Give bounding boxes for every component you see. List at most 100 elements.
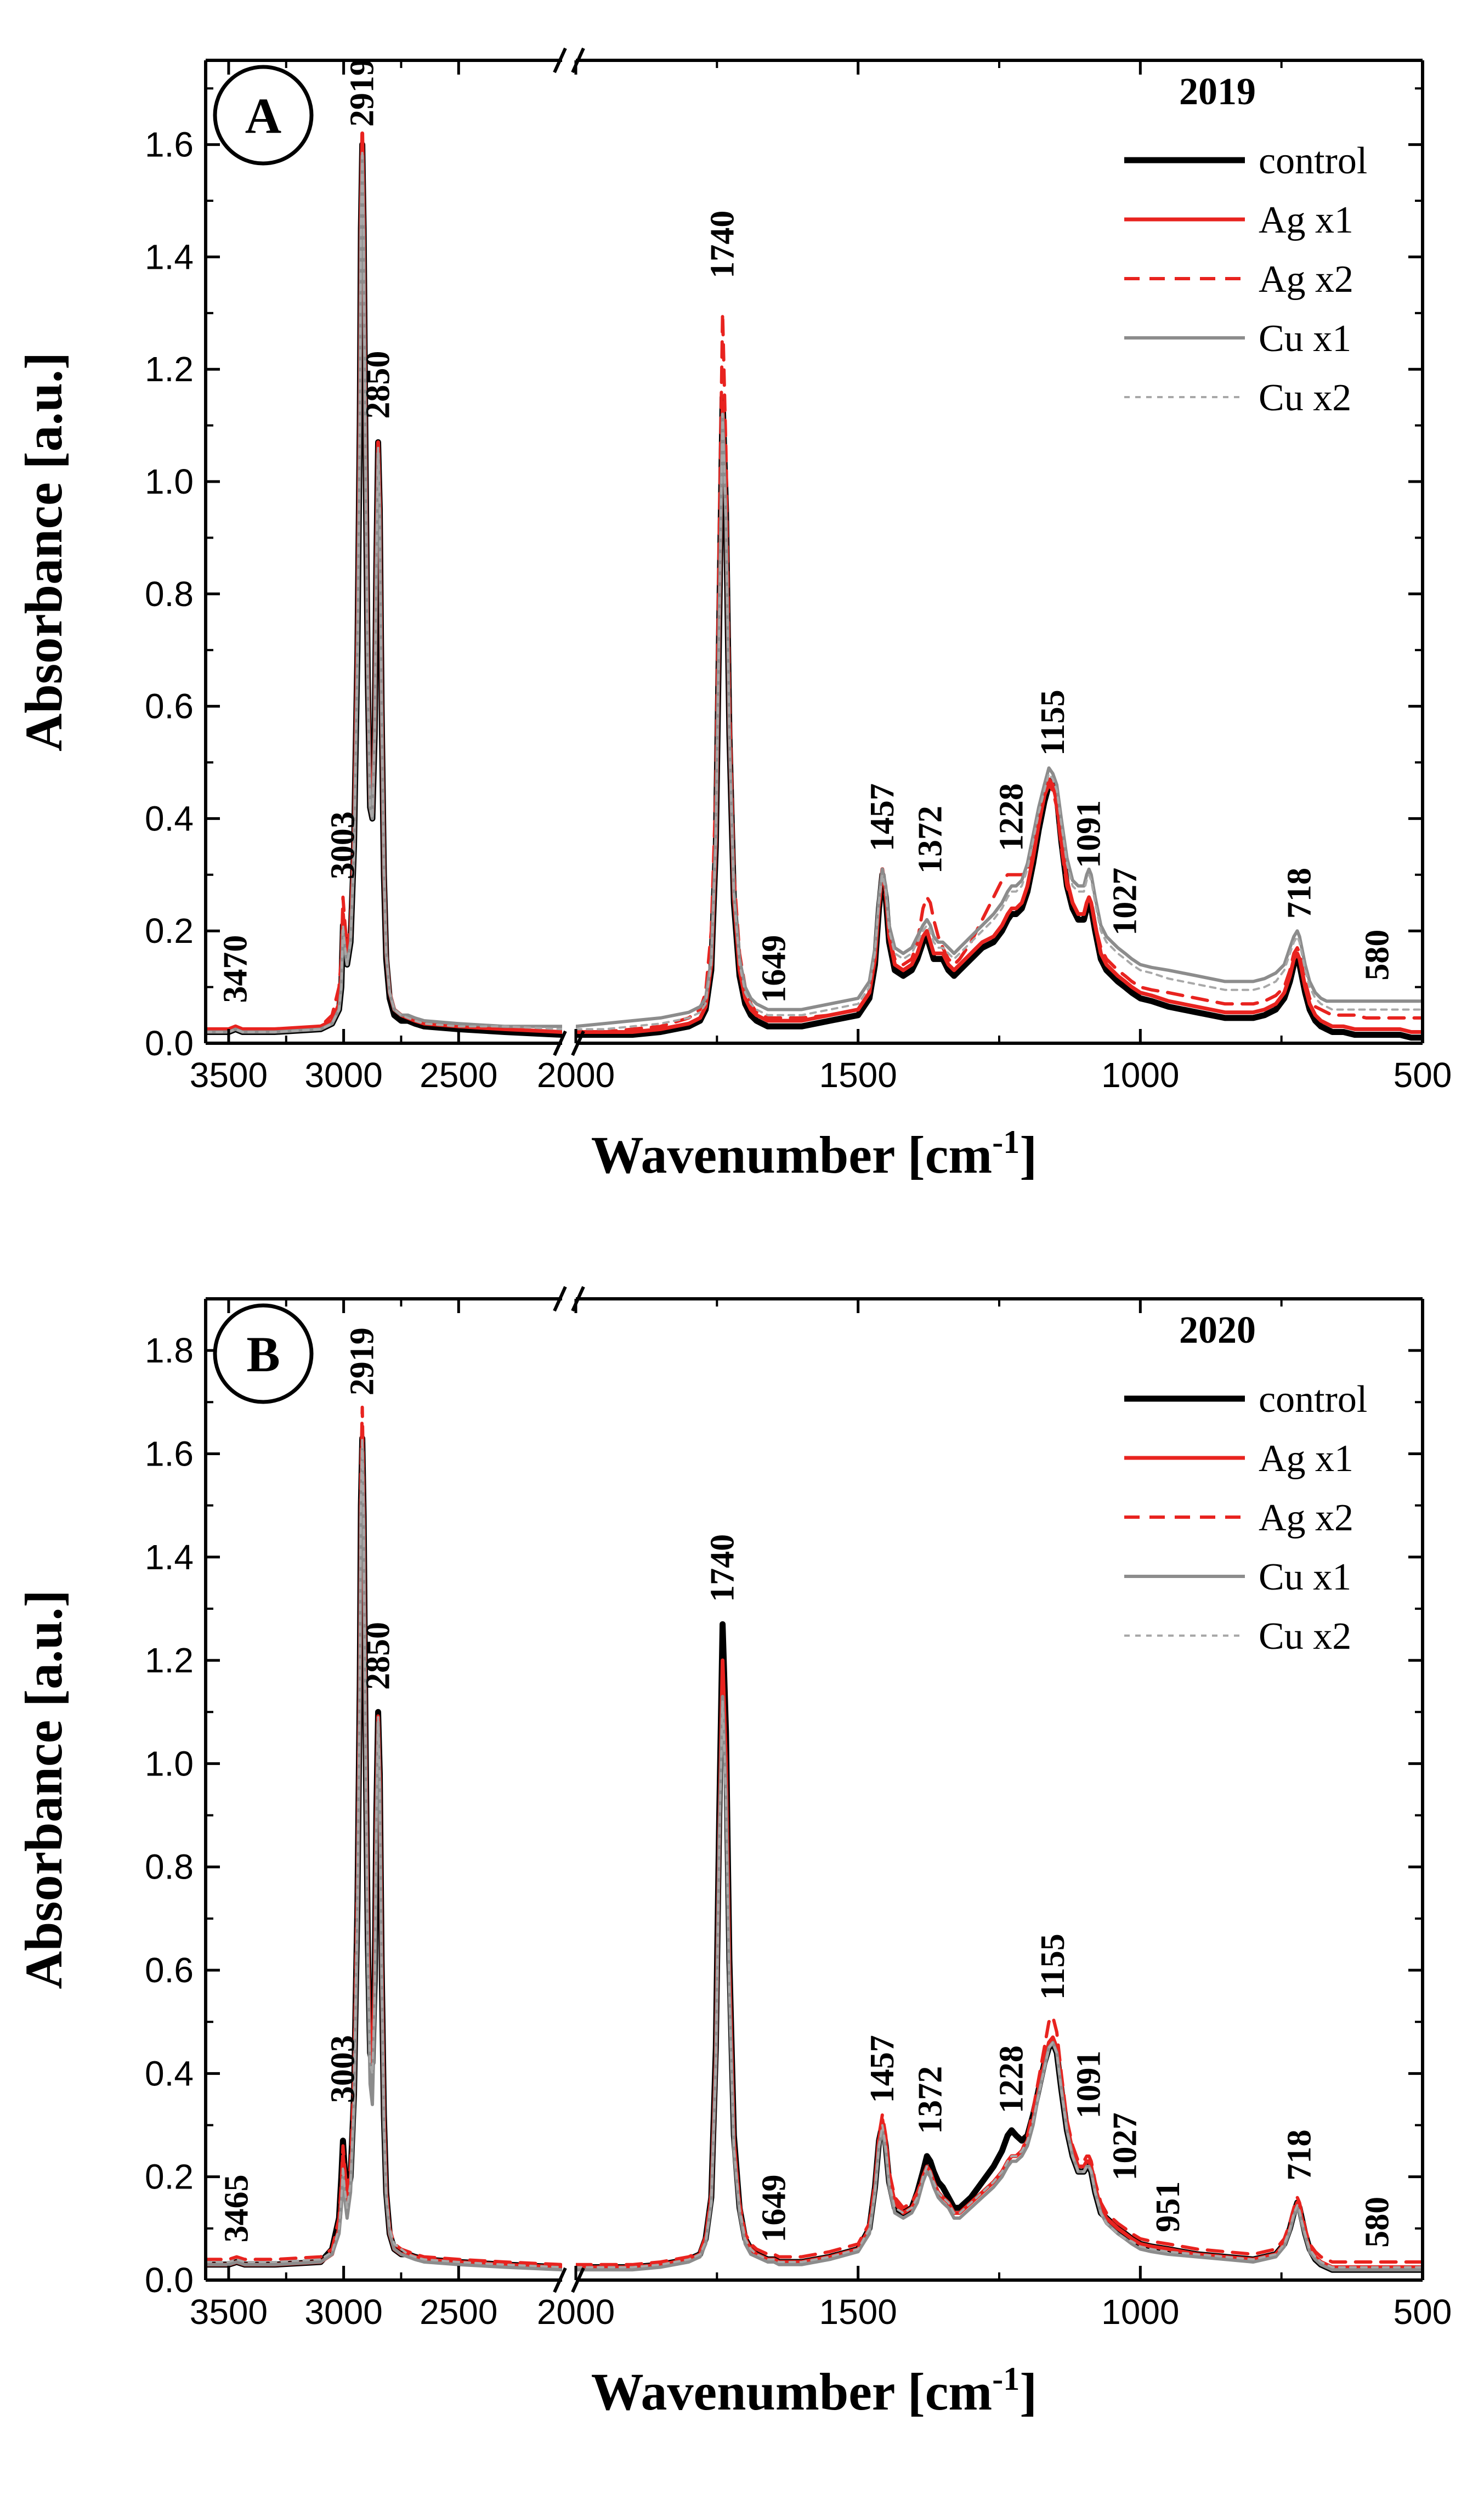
peak-label-1372: 1372 xyxy=(911,806,949,874)
series-line-cu-x2-left xyxy=(206,149,562,1033)
y-tick-label: 0.2 xyxy=(145,2157,194,2197)
chart-panel-A: 0.0 0.2 0.4 0.6 0.8 1.0 1.2 1.4 1.6 3500 3000 2500 2… xyxy=(14,47,1452,1184)
legend-label: control xyxy=(1259,1378,1367,1421)
peak-label-951: 951 xyxy=(1149,2181,1187,2232)
series-line-cu-x1-right xyxy=(576,412,1423,1028)
x-axis-title-main: Wavenumber [cm xyxy=(591,2362,992,2421)
legend-label: Ag x2 xyxy=(1259,258,1353,301)
x-tick-label: 2500 xyxy=(420,1055,497,1095)
peak-label-1649: 1649 xyxy=(755,2175,792,2243)
y-tick-label: 0.4 xyxy=(145,2054,194,2093)
x-axis-title-superscript: -1 xyxy=(992,1124,1019,1160)
legend-label: Ag x1 xyxy=(1259,199,1353,241)
x-axis-title-end: ] xyxy=(1019,1126,1037,1184)
axis-break-gap xyxy=(563,2274,575,2287)
axis-break-gap xyxy=(563,1037,575,1050)
y-tick-label: 1.2 xyxy=(145,1641,194,1680)
axis-break-mark xyxy=(553,1030,567,1056)
peak-label-1027: 1027 xyxy=(1107,2113,1144,2181)
y-tick-label: 0.0 xyxy=(145,2260,194,2300)
y-axis-title: Absorbance [a.u.] xyxy=(14,1590,73,1989)
peak-label-1457: 1457 xyxy=(864,783,901,851)
x-tick-label: 3000 xyxy=(304,2292,382,2332)
peak-label-580: 580 xyxy=(1359,930,1396,981)
axis-break-gap xyxy=(563,1292,575,1305)
x-tick-label: 1500 xyxy=(819,2292,897,2332)
panel-letter-circle xyxy=(213,65,314,166)
x-axis-title: Wavenumber [cm-1] xyxy=(591,2361,1037,2421)
x-tick-label: 1000 xyxy=(1101,2292,1179,2332)
series-line-cu-x1-right xyxy=(576,1695,1423,2272)
x-tick-label: 3000 xyxy=(304,1055,382,1095)
peak-label-1228: 1228 xyxy=(993,783,1030,851)
peak-label-1091: 1091 xyxy=(1070,800,1108,868)
series-line-cu-x2-left xyxy=(206,1437,562,2269)
panel-letter: A xyxy=(245,88,281,144)
peak-label-1155: 1155 xyxy=(1034,689,1072,756)
peak-label-580: 580 xyxy=(1359,2197,1396,2248)
panel-letter: B xyxy=(246,1326,280,1382)
y-tick-label: 1.8 xyxy=(145,1331,194,1370)
peak-label-1091: 1091 xyxy=(1070,2051,1108,2119)
y-tick-label: 0.2 xyxy=(145,911,194,951)
x-tick-label: 3500 xyxy=(190,2292,268,2332)
series-line-cu-x2-right xyxy=(576,1700,1423,2269)
y-tick-label: 1.2 xyxy=(145,349,194,389)
peak-label-3470: 3470 xyxy=(217,935,254,1003)
peak-label-1372: 1372 xyxy=(911,2066,949,2134)
x-tick-label: 1500 xyxy=(819,1055,897,1095)
peak-label-3003: 3003 xyxy=(324,2035,361,2103)
legend-label: Cu x2 xyxy=(1259,1615,1351,1658)
y-tick-label: 1.0 xyxy=(145,1744,194,1783)
peak-label-1027: 1027 xyxy=(1107,868,1144,936)
x-axis-title-main: Wavenumber [cm xyxy=(591,1126,992,1184)
peak-label-1228: 1228 xyxy=(993,2045,1030,2113)
y-tick-label: 0.8 xyxy=(145,574,194,614)
x-tick-label: 2000 xyxy=(537,2292,615,2332)
peak-label-2850: 2850 xyxy=(360,351,397,419)
axis-break-gap xyxy=(563,54,575,67)
legend-label: Cu x1 xyxy=(1259,1556,1351,1598)
y-tick-label: 0.4 xyxy=(145,799,194,838)
axis-break-mark xyxy=(553,47,567,73)
x-tick-label: 3500 xyxy=(190,1055,268,1095)
x-tick-label: 500 xyxy=(1394,2292,1452,2332)
axis-break-mark xyxy=(553,1286,567,1312)
legend-label: Ag x2 xyxy=(1259,1497,1353,1539)
x-axis-title-superscript: -1 xyxy=(992,2361,1019,2397)
x-tick-label: 1000 xyxy=(1101,1055,1179,1095)
series-line-cu-x2-right xyxy=(576,413,1423,1031)
y-tick-label: 1.6 xyxy=(145,125,194,165)
y-tick-label: 1.6 xyxy=(145,1434,194,1473)
legend-label: Ag x1 xyxy=(1259,1438,1353,1480)
x-axis-title: Wavenumber [cm-1] xyxy=(591,1124,1037,1184)
y-tick-label: 0.6 xyxy=(145,687,194,726)
series-line-ag-x2-right xyxy=(576,311,1423,1034)
series-line-control-right xyxy=(576,394,1423,1041)
y-tick-label: 1.0 xyxy=(145,462,194,501)
peak-label-2919: 2919 xyxy=(344,59,381,127)
peak-label-2850: 2850 xyxy=(360,1622,397,1690)
series-line-ag-x1-right xyxy=(576,401,1423,1034)
peak-label-718: 718 xyxy=(1281,2130,1318,2181)
peak-label-3465: 3465 xyxy=(218,2175,256,2243)
x-tick-label: 2000 xyxy=(537,1055,615,1095)
series-line-cu-x1-left xyxy=(206,154,562,1034)
axis-break-mark xyxy=(571,2267,585,2293)
legend-label: Cu x2 xyxy=(1259,377,1351,419)
y-tick-label: 1.4 xyxy=(145,1537,194,1577)
axis-break-mark xyxy=(571,47,585,73)
legend-title: 2020 xyxy=(1179,1309,1256,1351)
peak-label-2919: 2919 xyxy=(344,1327,381,1395)
peak-label-1649: 1649 xyxy=(755,935,792,1003)
peak-label-1457: 1457 xyxy=(864,2035,901,2103)
x-tick-label: 2500 xyxy=(420,2292,497,2332)
x-tick-label: 500 xyxy=(1394,1055,1452,1095)
x-axis-title-end: ] xyxy=(1019,2362,1037,2421)
peak-label-1740: 1740 xyxy=(704,1534,741,1602)
y-tick-label: 0.8 xyxy=(145,1847,194,1887)
axis-break-mark xyxy=(553,2267,567,2293)
peak-label-1155: 1155 xyxy=(1034,1933,1072,2000)
peak-label-718: 718 xyxy=(1281,868,1318,919)
